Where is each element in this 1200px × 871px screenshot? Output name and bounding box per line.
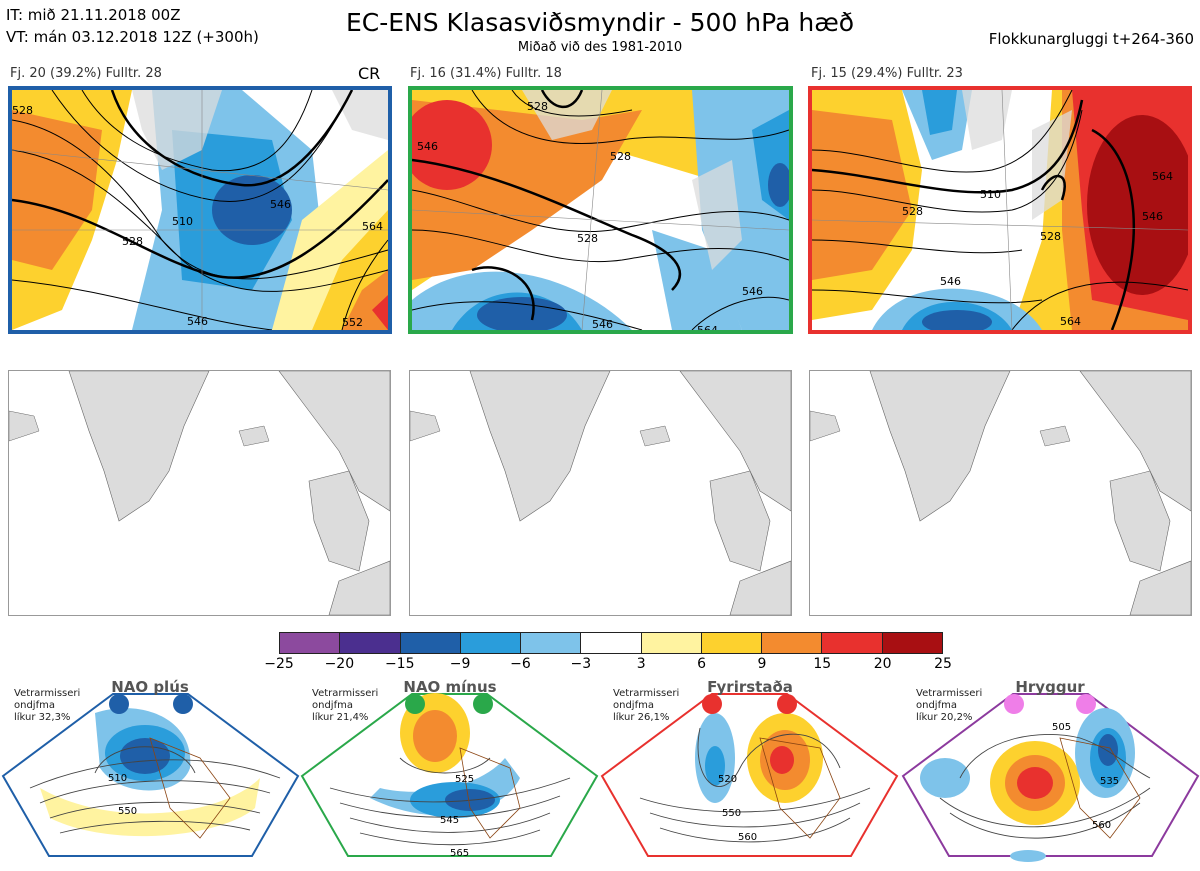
cluster-2-contour-label-5: 546	[742, 285, 763, 298]
regime-3-title: Fyrirstaða	[707, 678, 793, 696]
regime-4-contour-b: 535	[1100, 776, 1119, 787]
regime-1-title: NAO plús	[111, 678, 189, 696]
colorbar-tick-label: −6	[510, 656, 531, 672]
colorbar-tick-label: 20	[873, 656, 892, 672]
header-info: IT: mið 21.11.2018 00Z VT: mán 03.12.201…	[6, 4, 259, 48]
regime-4-contour-a: 505	[1052, 722, 1071, 733]
cluster-3-contour-label-3: 528	[1040, 230, 1061, 243]
colorbar-tick-label: 9	[757, 656, 767, 672]
classification-window: Flokkunargluggi t+264-360	[988, 30, 1194, 48]
regime-2-contour-a: 525	[455, 774, 474, 785]
regime-3-note-line2: ondjfma	[613, 700, 654, 711]
regime-3-contour-a: 520	[718, 774, 737, 785]
valid-time: VT: mán 03.12.2018 12Z (+300h)	[6, 28, 259, 46]
colorbar-tick-label: −25	[264, 656, 294, 672]
colorbar-tick-label: −20	[324, 656, 355, 672]
cluster-3-contour-label-5: 564	[1152, 170, 1173, 183]
colorbar-ticks: −25 −20 −15 −9 −6 −3 3 6 9 15 20 25	[0, 656, 1200, 676]
cluster-1-map: 510 528 528 546 546 564 552	[8, 86, 392, 334]
empty-map-1	[8, 370, 391, 616]
cluster-2-contour-label-7: 564	[697, 324, 718, 330]
regime-1-note: Vetrarmisseri ondjfma líkur 32,3%	[14, 688, 80, 724]
cluster-1-contour-label-6: 564	[362, 220, 383, 233]
cluster-1-contour-label-3: 528	[12, 104, 33, 117]
regime-3-note-line3: líkur 26,1%	[613, 712, 670, 723]
regime-1-contour-a: 510	[108, 773, 127, 784]
regime-1-note-line2: ondjfma	[14, 700, 55, 711]
regime-4-note-line1: Vetrarmisseri	[916, 688, 983, 699]
page-subtitle: Miðað við des 1981-2010	[517, 40, 683, 55]
regime-1-note-line1: Vetrarmisseri	[14, 688, 81, 699]
colorbar-tick-label: 6	[697, 656, 706, 672]
cluster-1-contour-label-4: 546	[270, 198, 291, 211]
cluster-3-contour-label-1: 510	[980, 188, 1001, 201]
regime-4-note-line2: ondjfma	[916, 700, 957, 711]
cluster-1-tag: CR	[358, 64, 381, 83]
regime-2-note-line1: Vetrarmisseri	[312, 688, 379, 699]
colorbar-segment	[460, 633, 522, 653]
regime-3-contour-b: 550	[722, 808, 741, 819]
regime-4-map: 505 535 560	[901, 693, 1200, 862]
regime-2-note-line3: líkur 21,4%	[312, 712, 369, 723]
cluster-1-contour-label-5: 546	[187, 315, 208, 328]
empty-map-3	[809, 370, 1192, 616]
regime-3-map: 520 550 560	[600, 693, 899, 857]
cluster-2-map: 528 528 528 546 546 546 564	[408, 86, 793, 334]
colorbar-segment	[701, 633, 763, 653]
regime-row: 510 550 525 545 565	[0, 678, 1200, 871]
regime-2-note: Vetrarmisseri ondjfma líkur 21,4%	[312, 688, 378, 724]
colorbar-tick-label: −15	[384, 656, 415, 672]
regime-4-contour-c: 560	[1092, 820, 1111, 831]
cluster-3-label: Fj. 15 (29.4%) Fulltr. 23	[811, 66, 963, 81]
colorbar	[279, 632, 943, 654]
page-title: EC-ENS Klasasviðsmyndir - 500 hPa hæð	[345, 8, 855, 37]
colorbar-segment	[340, 633, 401, 653]
colorbar-segment	[762, 633, 823, 653]
colorbar-segment	[882, 633, 942, 653]
init-time: IT: mið 21.11.2018 00Z	[6, 6, 181, 24]
cluster-2-label: Fj. 16 (31.4%) Fulltr. 18	[410, 66, 562, 81]
cluster-3-map: 510 528 528 546 564 564 546	[808, 86, 1192, 334]
regime-2-map: 525 545 565	[300, 693, 599, 859]
cluster-1-label: Fj. 20 (39.2%) Fulltr. 28	[10, 66, 162, 81]
cluster-1-contour-label-7: 552	[342, 316, 363, 329]
cluster-1-contour-label-2: 528	[122, 235, 143, 248]
cluster-3-contour-label-6: 564	[1060, 315, 1081, 328]
colorbar-segment	[581, 633, 642, 653]
regime-2-title: NAO mínus	[403, 678, 497, 696]
colorbar-segment	[822, 633, 883, 653]
cluster-3-contour-label-4: 546	[940, 275, 961, 288]
colorbar-segment	[280, 633, 341, 653]
colorbar-segment	[400, 633, 461, 653]
colorbar-tick-label: −3	[570, 656, 592, 672]
cluster-1-contour-label-1: 510	[172, 215, 193, 228]
cluster-2-contour-label-1: 528	[610, 150, 631, 163]
colorbar-tick-label: −9	[449, 656, 471, 672]
regime-3-note-line1: Vetrarmisseri	[613, 688, 680, 699]
regime-1-map: 510 550	[1, 693, 300, 857]
regime-3-contour-c: 560	[738, 832, 757, 843]
cluster-2-contour-label-2: 528	[577, 232, 598, 245]
colorbar-tick-label: 25	[934, 656, 952, 672]
regime-4-note: Vetrarmisseri ondjfma líkur 20,2%	[916, 688, 982, 724]
cluster-2-contour-label-4: 546	[417, 140, 438, 153]
cluster-2-contour-label-6: 546	[592, 318, 613, 330]
colorbar-tick-label: 15	[813, 656, 832, 672]
regime-2-note-line2: ondjfma	[312, 700, 353, 711]
cluster-3-contour-label-2: 528	[902, 205, 923, 218]
cluster-2-contour-label-3: 528	[527, 100, 548, 113]
empty-map-2	[409, 370, 792, 616]
regime-4-note-line3: líkur 20,2%	[916, 712, 973, 723]
regime-2-contour-c: 565	[450, 848, 469, 859]
regime-1-note-line3: líkur 32,3%	[14, 712, 71, 723]
regime-3-note: Vetrarmisseri ondjfma líkur 26,1%	[613, 688, 679, 724]
regime-4-title: Hryggur	[1015, 678, 1085, 696]
regime-1-contour-b: 550	[118, 806, 137, 817]
colorbar-segment	[641, 633, 702, 653]
colorbar-segment	[521, 633, 582, 653]
regime-2-contour-b: 545	[440, 815, 459, 826]
colorbar-tick-label: 3	[636, 656, 646, 672]
cluster-3-contour-label-7: 546	[1142, 210, 1163, 223]
